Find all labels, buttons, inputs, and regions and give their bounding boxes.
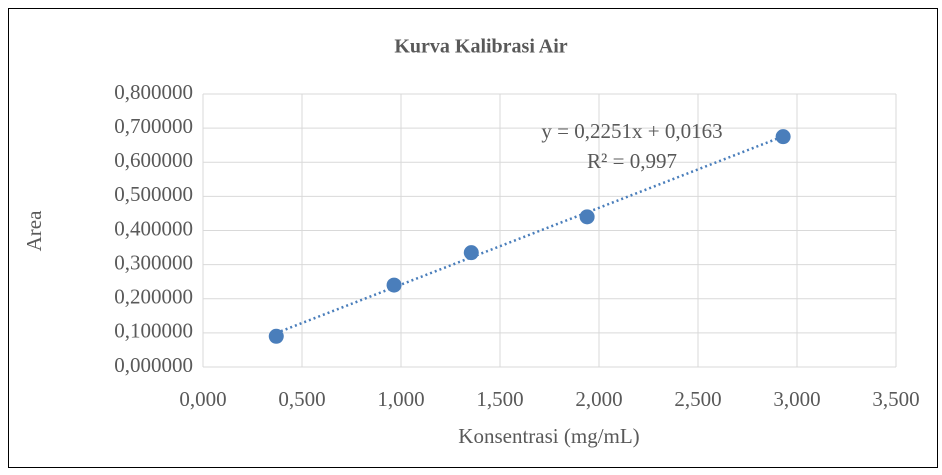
chart-border bbox=[8, 8, 938, 468]
x-tick-label: 3,000 bbox=[773, 387, 820, 411]
data-point bbox=[268, 328, 284, 344]
data-point bbox=[386, 277, 402, 293]
data-point bbox=[775, 129, 791, 145]
trendline bbox=[275, 135, 784, 335]
x-tick-label: 2,000 bbox=[575, 387, 622, 411]
y-tick-label: 0,300000 bbox=[114, 250, 193, 274]
y-tick-label: 0,200000 bbox=[114, 285, 193, 309]
y-tick-label: 0,100000 bbox=[114, 319, 193, 343]
y-tick-label: 0,400000 bbox=[114, 216, 193, 240]
chart-title: Kurva Kalibrasi Air bbox=[394, 36, 567, 58]
x-tick-label: 0,500 bbox=[278, 387, 325, 411]
trendline-r2: R² = 0,997 bbox=[587, 149, 677, 173]
x-tick-label: 1,000 bbox=[377, 387, 424, 411]
x-tick-label: 3,500 bbox=[872, 387, 919, 411]
y-tick-label: 0,500000 bbox=[114, 182, 193, 206]
x-tick-label: 1,500 bbox=[476, 387, 523, 411]
y-tick-label: 0,600000 bbox=[114, 148, 193, 172]
data-point bbox=[579, 209, 595, 225]
y-tick-label: 0,800000 bbox=[114, 80, 193, 104]
x-tick-label: 2,500 bbox=[674, 387, 721, 411]
y-tick-label: 0,700000 bbox=[114, 114, 193, 138]
y-axis-title: Area bbox=[22, 210, 46, 251]
x-axis-title: Konsentrasi (mg/mL) bbox=[458, 424, 639, 448]
data-point bbox=[463, 245, 479, 261]
y-tick-label: 0,000000 bbox=[114, 353, 193, 377]
trendline-equation: y = 0,2251x + 0,0163 bbox=[541, 119, 722, 143]
x-tick-label: 0,000 bbox=[179, 387, 226, 411]
